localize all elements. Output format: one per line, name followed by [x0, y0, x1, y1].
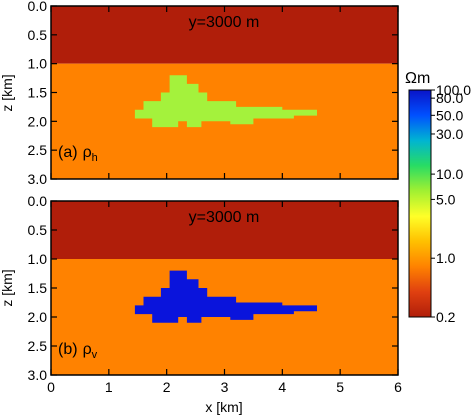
- panel-a-y-tick-label: 3.0: [28, 171, 48, 187]
- panel-a-symbol: ρ: [83, 144, 92, 161]
- panel-a-y-tick-label: 0.0: [28, 0, 48, 14]
- panel-a-annotation: y=3000 m: [189, 14, 260, 31]
- panel-a-y-tick-label: 0.5: [28, 27, 48, 43]
- panel-b-y-tick-label: 0.5: [28, 222, 48, 238]
- panel-b-annotation: y=3000 m: [189, 209, 260, 226]
- panel-a-y-tick-label: 2.0: [28, 113, 48, 129]
- panel-a-y-tick-label: 1.5: [28, 85, 48, 101]
- panel-b-subscript: v: [92, 349, 98, 361]
- colorbar-ticks: 100.080.050.0 30.0 10.0 5.0 1.0 0.2: [431, 82, 471, 325]
- panel-b-x-tick-label: 2: [163, 379, 171, 395]
- colorbar-tick-label: 1.0: [436, 250, 456, 266]
- colorbar-gradient: [408, 89, 432, 318]
- panel-b-y-ticks: 0.0 0.5 1.0 1.5 2.0 2.5 3.0: [28, 193, 398, 383]
- panel-b-xlabel: x [km]: [205, 399, 242, 415]
- panel-b-y-tick-label: 3.0: [28, 367, 48, 383]
- panel-a-x-ticks: [50, 6, 399, 179]
- panel-b-region-anomaly: [134, 270, 317, 323]
- panel-a-region-anomaly: [134, 75, 317, 128]
- panel-b-y-tick-label: 1.0: [28, 251, 48, 267]
- panel-b-label: (b): [58, 341, 78, 358]
- panel-a-region-background: [51, 63, 398, 179]
- colorbar-tick-label: 50.0: [436, 107, 463, 123]
- colorbar-tick-label: 80.0: [436, 90, 463, 106]
- panel-a-fill: [51, 6, 398, 179]
- panel-b-x-tick-label: 3: [221, 379, 229, 395]
- colorbar-tick-label: 0.2: [436, 309, 456, 325]
- panel-a: 0.0 0.5 1.0 1.5 2.0 2.5 3.0 y=3000 m (a) ρh z […: [0, 0, 399, 187]
- panel-b-y-tick-label: 0.0: [28, 193, 48, 209]
- colorbar-tick-label: 30.0: [436, 126, 463, 142]
- panel-b: 0 1 2 3 4 5 6 0.0 0.5 1.0 1.5 2.0 2.5 3.0 y=3000 m (…: [0, 193, 402, 415]
- panel-b-symbol: ρ: [83, 341, 92, 358]
- panel-a-region-upper-layer: [51, 6, 398, 64]
- panel-b-x-ticks: 0 1 2 3 4 5 6: [47, 201, 402, 395]
- colorbar-tick-label: 100.0: [436, 82, 471, 98]
- panel-a-y-ticks: 0.0 0.5 1.0 1.5 2.0 2.5 3.0: [28, 0, 398, 187]
- panel-b-y-tick-label: 2.0: [28, 309, 48, 325]
- panel-a-y-tick-label: 2.5: [28, 142, 48, 158]
- panel-b-ylabel: z [km]: [0, 269, 15, 306]
- panel-b-y-tick-label: 1.5: [28, 280, 48, 296]
- panel-a-label: (a): [58, 144, 78, 161]
- panel-a-y-tick-label: 1.0: [28, 56, 48, 72]
- colorbar: Ωm 100.080.050.0 30.0 10.0 5.0 1.0 0.2: [405, 70, 471, 325]
- panel-b-x-tick-label: 6: [394, 379, 402, 395]
- panel-b-x-tick-label: 0: [47, 379, 55, 395]
- svg-text:(a)ρh: (a) ρh: [58, 144, 98, 164]
- colorbar-tick-label: 10.0: [436, 166, 463, 182]
- panel-b-fill: [51, 201, 398, 375]
- svg-text:(b)ρv: (b) ρv: [58, 341, 98, 361]
- panel-b-x-tick-label: 4: [278, 379, 286, 395]
- colorbar-tick-label: 5.0: [436, 191, 456, 207]
- panel-b-region-upper-layer: [51, 201, 398, 259]
- panel-b-x-tick-label: 1: [105, 379, 113, 395]
- panel-b-y-tick-label: 2.5: [28, 338, 48, 354]
- panel-b-x-tick-label: 5: [336, 379, 344, 395]
- panel-a-ylabel: z [km]: [0, 74, 15, 111]
- colorbar-unit: Ωm: [405, 70, 430, 87]
- panel-a-subscript: h: [92, 152, 98, 164]
